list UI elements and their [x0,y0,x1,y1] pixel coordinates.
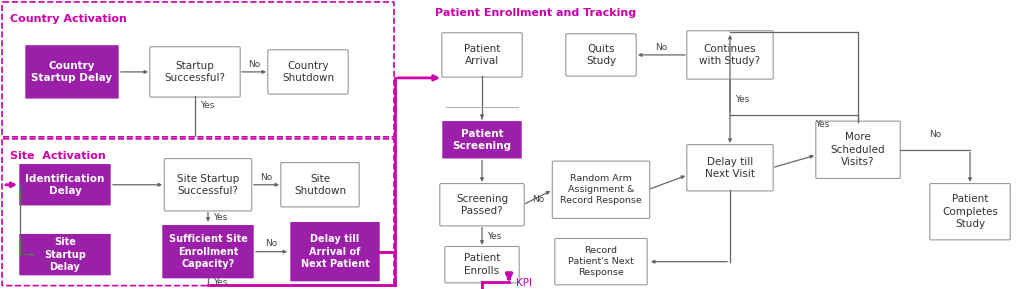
Text: Yes: Yes [200,101,214,110]
Text: Site
Startup
Delay: Site Startup Delay [44,237,86,272]
FancyBboxPatch shape [268,50,348,94]
Text: Patient
Arrival: Patient Arrival [464,44,500,66]
Text: Random Arm
Assignment &
Record Response: Random Arm Assignment & Record Response [560,174,642,205]
Text: Record
Patient's Next
Response: Record Patient's Next Response [568,246,634,277]
FancyBboxPatch shape [150,47,241,97]
FancyBboxPatch shape [930,184,1011,240]
Text: Yes: Yes [213,278,227,287]
FancyBboxPatch shape [444,247,519,283]
Text: Patient
Completes
Study: Patient Completes Study [942,194,998,229]
Text: Delay till
Arrival of
Next Patient: Delay till Arrival of Next Patient [301,234,370,269]
Text: Site
Shutdown: Site Shutdown [294,174,346,196]
FancyBboxPatch shape [20,235,110,275]
Text: Yes: Yes [815,120,829,129]
Text: Site  Activation: Site Activation [10,151,105,161]
FancyBboxPatch shape [552,161,649,218]
FancyBboxPatch shape [439,184,524,226]
Text: No: No [260,173,272,182]
FancyBboxPatch shape [687,31,773,79]
Text: Patient
Enrolls: Patient Enrolls [464,253,500,276]
FancyBboxPatch shape [26,46,118,98]
Text: Screening
Passed?: Screening Passed? [456,194,508,216]
Text: Country
Startup Delay: Country Startup Delay [32,61,113,83]
Text: Identification
Delay: Identification Delay [26,174,104,196]
FancyBboxPatch shape [443,122,521,158]
Text: Sufficient Site
Enrollment
Capacity?: Sufficient Site Enrollment Capacity? [169,234,248,269]
Text: Yes: Yes [735,95,750,104]
FancyBboxPatch shape [441,33,522,77]
Text: Quits
Study: Quits Study [586,44,616,66]
Text: Country Activation: Country Activation [10,14,127,24]
Text: Yes: Yes [213,213,227,222]
Text: No: No [531,195,544,204]
Text: KPI: KPI [516,278,532,288]
FancyBboxPatch shape [291,223,379,281]
Text: Country
Shutdown: Country Shutdown [282,61,334,83]
Text: No: No [929,130,941,139]
Text: No: No [248,60,260,69]
Text: Yes: Yes [486,232,501,241]
Text: No: No [265,239,278,248]
Text: Continues
with Study?: Continues with Study? [699,44,761,66]
FancyBboxPatch shape [566,34,636,76]
Text: Startup
Successful?: Startup Successful? [165,61,225,83]
Text: Patient Enrollment and Tracking: Patient Enrollment and Tracking [435,8,636,18]
Text: Delay till
Next Visit: Delay till Next Visit [705,157,755,179]
Text: No: No [655,43,667,52]
FancyBboxPatch shape [555,238,647,285]
FancyBboxPatch shape [164,159,252,211]
Text: More
Scheduled
Visits?: More Scheduled Visits? [830,132,886,167]
Text: Site Startup
Successful?: Site Startup Successful? [177,174,240,196]
FancyBboxPatch shape [163,226,253,278]
FancyBboxPatch shape [816,121,900,179]
FancyBboxPatch shape [20,165,110,205]
FancyBboxPatch shape [281,163,359,207]
FancyBboxPatch shape [687,144,773,191]
Text: Patient
Screening: Patient Screening [453,129,512,151]
